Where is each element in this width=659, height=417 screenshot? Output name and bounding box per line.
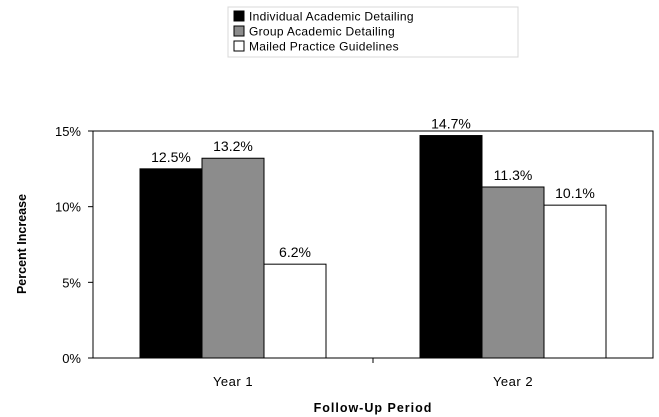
x-axis-title: Follow-Up Period [314, 401, 433, 415]
bar-group-academic-detailing-year-2 [481, 186, 545, 359]
y-tick-label: 5% [62, 275, 81, 290]
legend-label: Group Academic Detailing [249, 25, 395, 39]
y-axis-title: Percent Increase [15, 194, 29, 294]
data-label: 6.2% [279, 244, 311, 260]
legend-swatch [233, 40, 245, 52]
data-label: 12.5% [151, 149, 191, 165]
y-tick-label: 15% [55, 124, 81, 139]
bar-mailed-practice-guidelines-year-1 [263, 263, 327, 359]
x-tick-label: Year 1 [213, 374, 253, 389]
data-label: 11.3% [494, 167, 533, 183]
legend-frame [227, 6, 519, 58]
legend-swatch [233, 10, 245, 22]
x-tick-label: Year 2 [493, 374, 533, 389]
legend-swatch [233, 25, 245, 37]
legend-label: Mailed Practice Guidelines [249, 40, 399, 54]
bar-mailed-practice-guidelines-year-2 [543, 204, 607, 359]
y-tick-label: 10% [55, 200, 81, 215]
data-label: 14.7% [431, 116, 471, 132]
bar-individual-academic-detailing-year-1 [139, 168, 203, 359]
bar-group-academic-detailing-year-1 [201, 157, 265, 359]
data-label: 13.2% [213, 138, 253, 154]
y-tick-label: 0% [62, 351, 81, 366]
legend-label: Individual Academic Detailing [249, 10, 414, 24]
bar-individual-academic-detailing-year-2 [419, 135, 483, 359]
data-label: 10.1% [555, 185, 595, 201]
